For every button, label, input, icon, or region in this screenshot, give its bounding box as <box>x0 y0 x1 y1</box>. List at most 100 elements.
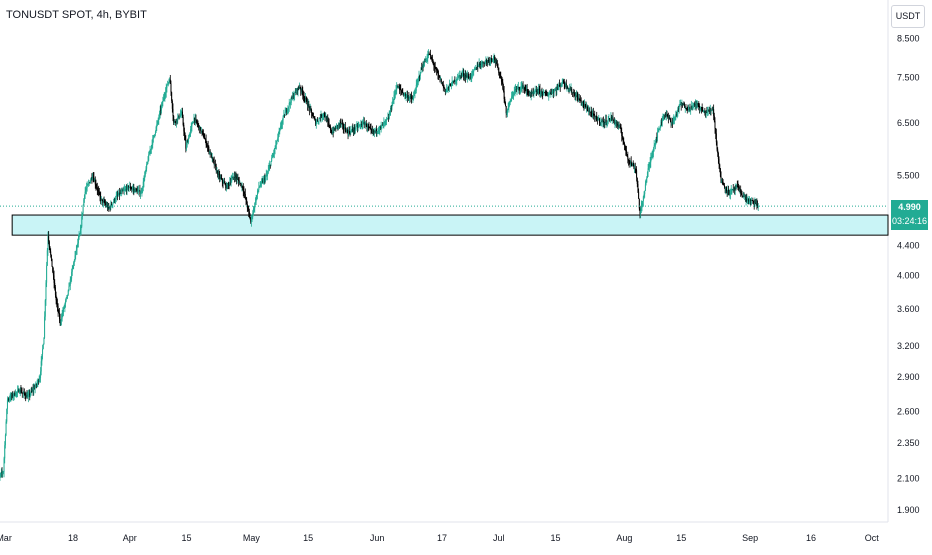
candle-up <box>417 80 419 83</box>
candle-up <box>680 103 682 105</box>
candle-down <box>331 131 333 134</box>
candle-down <box>588 109 590 112</box>
candle-down <box>598 118 600 123</box>
candle-down <box>198 125 200 130</box>
candle-up <box>600 121 602 123</box>
candle-up <box>548 93 550 95</box>
candle-up <box>558 84 560 87</box>
candle-up <box>336 125 338 126</box>
candle-up <box>156 121 158 125</box>
candle-down <box>486 60 488 62</box>
candle-down <box>482 61 484 64</box>
candle-down <box>717 149 719 153</box>
candle-up <box>493 56 495 59</box>
candle-down <box>750 199 752 201</box>
candle-up <box>552 91 554 93</box>
candle-down <box>500 75 502 78</box>
candle-up <box>647 168 649 173</box>
candle-down <box>544 92 546 93</box>
candle-down <box>621 132 623 137</box>
candle-down <box>611 116 613 120</box>
candle-up <box>731 189 733 191</box>
candle-up <box>394 94 396 95</box>
candle-up <box>481 63 483 66</box>
candle-up <box>127 186 129 188</box>
candle-up <box>261 180 263 182</box>
candle-down <box>235 175 237 178</box>
candle-up <box>150 149 152 151</box>
currency-button[interactable]: USDT <box>891 5 925 28</box>
candle-up <box>482 61 484 64</box>
candle-up <box>535 90 537 92</box>
candle-down <box>488 60 490 61</box>
price-tick-label: 4.400 <box>897 241 920 251</box>
candle-down <box>504 102 506 106</box>
candle-up <box>29 393 31 396</box>
candle-up <box>13 392 15 396</box>
chart-title: TONUSDT SPOT, 4h, BYBIT <box>6 9 147 21</box>
candle-down <box>738 187 740 191</box>
candle-down <box>633 165 635 169</box>
candle-down <box>635 169 637 171</box>
candle-up <box>326 119 328 122</box>
candle-down <box>568 88 570 90</box>
candle-up <box>168 80 170 83</box>
candle-down <box>127 186 129 189</box>
candle-up <box>180 113 182 115</box>
candle-down <box>374 130 376 132</box>
candle-up <box>31 389 33 391</box>
price-axis[interactable]: 8.500 7.500 6.500 5.500 4.400 4.000 3.600 3.200… <box>897 33 920 515</box>
candle-down <box>752 200 754 202</box>
candle-up <box>492 58 494 60</box>
candle-up <box>145 168 147 172</box>
candle-up <box>147 160 149 163</box>
candle-up <box>534 92 536 93</box>
candle-down <box>494 56 496 60</box>
candle-down <box>592 113 594 115</box>
candle-up <box>152 138 154 145</box>
candle-up <box>643 194 645 197</box>
candle-up <box>560 84 562 87</box>
support-zone-layer <box>11 214 889 236</box>
candle-up <box>607 119 609 122</box>
candle-up <box>362 122 364 126</box>
candle-down <box>369 127 371 129</box>
candle-up <box>2 472 4 474</box>
candle-down <box>308 104 310 107</box>
candle-up <box>67 290 69 295</box>
candle-down <box>345 130 347 133</box>
candle-up <box>392 99 394 102</box>
candle-down <box>499 74 501 76</box>
candle-down <box>698 105 700 107</box>
candle-up <box>700 107 702 108</box>
candle-up <box>233 176 235 178</box>
candle-up <box>118 192 120 195</box>
candle-down <box>218 173 220 175</box>
candle-up <box>86 185 88 189</box>
candle-down <box>302 95 304 96</box>
candle-down <box>411 98 413 100</box>
candle-down <box>683 104 685 106</box>
candle-down <box>335 127 337 129</box>
candle-down <box>122 190 124 192</box>
candle-up <box>81 216 83 227</box>
candle-down <box>715 128 717 134</box>
candle-up <box>286 110 288 112</box>
candle-down <box>306 99 308 104</box>
candle-up <box>688 107 690 108</box>
candle-up <box>225 185 227 188</box>
candle-down <box>612 117 614 120</box>
candle-down <box>424 61 426 63</box>
candle-down <box>629 161 631 163</box>
candle-down <box>136 189 138 191</box>
time-axis[interactable]: Mar 18 Apr 15 May 15 Jun 17 Jul 15 Aug 15 Sep 16 Oct <box>0 533 879 543</box>
candle-up <box>592 113 594 116</box>
candle-up <box>395 90 397 92</box>
candle-up <box>409 96 411 98</box>
candle-up <box>194 118 196 122</box>
candle-down <box>250 219 252 222</box>
candle-down <box>346 130 348 132</box>
candle-down <box>524 88 526 90</box>
